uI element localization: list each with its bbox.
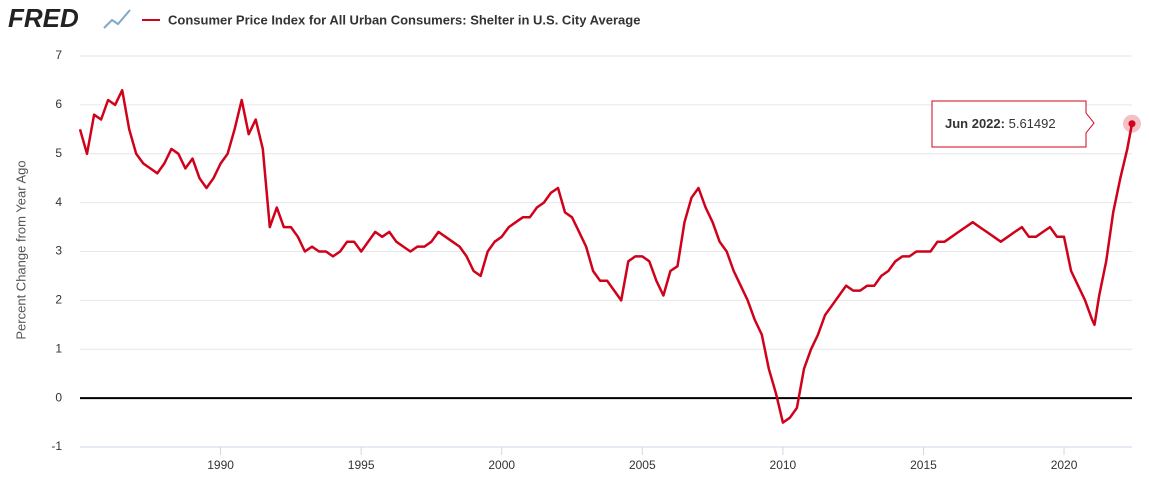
- y-tick-label: 3: [55, 244, 62, 258]
- x-tick-label: 1995: [348, 458, 375, 472]
- tooltip-text: Jun 2022: 5.61492: [945, 116, 1056, 131]
- x-tick-label: 2005: [629, 458, 656, 472]
- tooltip-value: 5.61492: [1009, 116, 1056, 131]
- y-tick-label: 5: [55, 146, 62, 160]
- y-tick-label: 4: [55, 195, 62, 209]
- logo: FRED: [8, 3, 79, 33]
- y-tick-label: 6: [55, 97, 62, 111]
- tooltip: Jun 2022: 5.61492: [931, 100, 1095, 148]
- x-tick-label: 2010: [770, 458, 797, 472]
- y-axis-label: Percent Change from Year Ago: [13, 160, 28, 339]
- logo-icon: [103, 9, 131, 29]
- x-tick-label: 2015: [910, 458, 937, 472]
- hover-point: [1128, 120, 1136, 128]
- y-tick-label: 2: [55, 293, 62, 307]
- y-tick-label: 7: [55, 48, 62, 62]
- y-tick-label: -1: [51, 439, 62, 453]
- tooltip-box: [931, 100, 1095, 148]
- data-line: [78, 88, 1134, 424]
- y-tick-label: 0: [55, 390, 62, 404]
- y-tick-label: 1: [55, 341, 62, 355]
- legend-label: Consumer Price Index for All Urban Consu…: [168, 12, 640, 27]
- x-tick-label: 2000: [488, 458, 515, 472]
- tooltip-date: Jun 2022:: [945, 116, 1005, 131]
- x-tick-label: 1990: [207, 458, 234, 472]
- x-tick-label: 2020: [1051, 458, 1078, 472]
